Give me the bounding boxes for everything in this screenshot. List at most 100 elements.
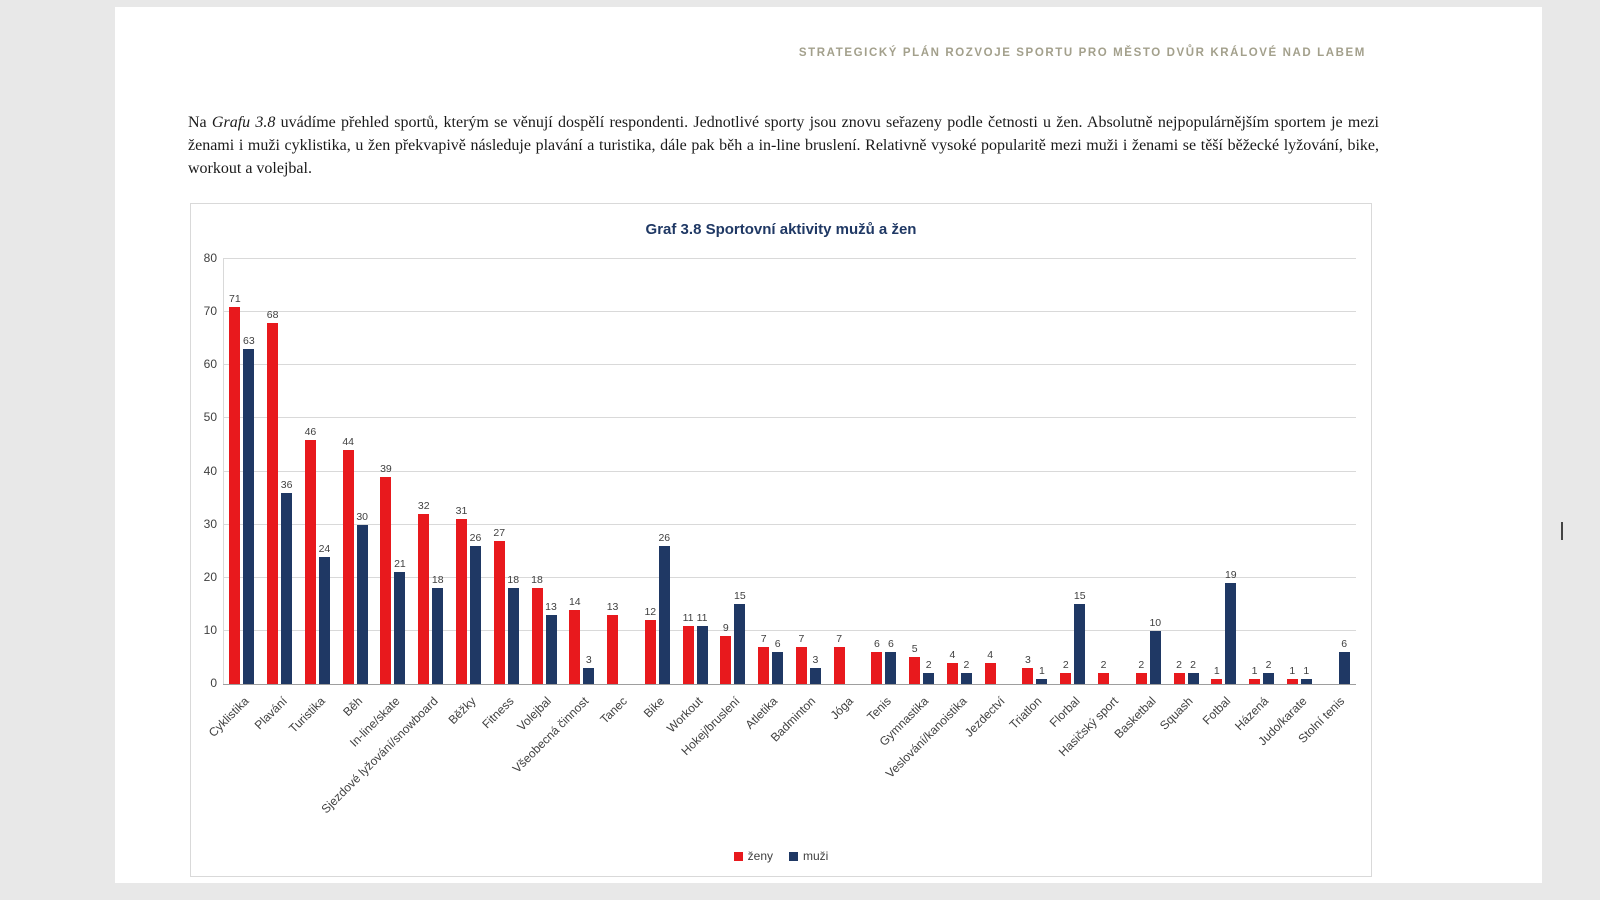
x-category-label: Tenis (864, 694, 894, 724)
x-category-label: Tanec (596, 694, 630, 727)
bar-value-label: 18 (531, 574, 543, 587)
legend-swatch (733, 851, 743, 861)
x-category-label: Běh (340, 694, 366, 720)
y-tick-label: 0 (210, 676, 217, 690)
bar-muži (1225, 583, 1237, 684)
bar-ženy (267, 322, 279, 684)
y-tick-label: 10 (203, 622, 217, 637)
bar-ženy (1173, 673, 1185, 684)
bar-value-label: 7 (798, 632, 805, 645)
bar-value-label: 2 (1138, 659, 1145, 672)
y-tick-label: 30 (203, 516, 217, 531)
bar-ženy (795, 646, 807, 684)
bar-ženy (720, 636, 732, 684)
bar-muži (960, 673, 972, 684)
bar-muži (1187, 673, 1199, 684)
bar-ženy (682, 625, 694, 684)
bar-muži (1300, 678, 1312, 684)
x-category-label: Triatlon (1006, 694, 1045, 732)
bar-ženy (418, 514, 430, 684)
bar-muži (394, 572, 406, 684)
bar-ženy (607, 614, 619, 684)
bar-value-label: 9 (722, 622, 729, 635)
bar-value-label: 11 (682, 611, 694, 624)
bar-ženy (909, 657, 921, 684)
bar-value-label: 7 (836, 632, 843, 645)
bar-ženy (871, 652, 883, 684)
bar-muži (583, 668, 595, 684)
y-tick-label: 60 (203, 357, 217, 372)
bar-ženy (1135, 673, 1147, 684)
bar-value-label: 1 (1251, 664, 1258, 677)
bar-value-label: 13 (545, 600, 557, 613)
bar-value-label: 63 (243, 335, 255, 348)
plot-area: 71 63 68 36 46 24 44 30 39 21 32 18 31 26 27 18 18 13 14 3 1… (223, 258, 1356, 685)
text-cursor-artifact (1561, 522, 1563, 540)
bar-value-label: 2 (1265, 659, 1272, 672)
bar-muži (243, 349, 255, 684)
intro-paragraph: Na Grafu 3.8 uvádíme přehled sportů, kte… (188, 111, 1379, 180)
y-tick-label: 20 (203, 569, 217, 584)
intro-italic-ref: Grafu 3.8 (211, 114, 276, 131)
intro-text-rest: uvádíme přehled sportů, kterým se věnují… (188, 114, 1379, 177)
chart-title: Graf 3.8 Sportovní aktivity mužů a žen (645, 221, 917, 238)
x-category-label: Plavání (251, 694, 290, 733)
bar-muži (281, 492, 293, 684)
x-category-label: Fitness (478, 694, 517, 732)
bar-value-label: 30 (356, 510, 369, 523)
bar-muži (469, 545, 481, 684)
bar-muži (1036, 678, 1048, 684)
bar-muži (885, 652, 897, 684)
bar-value-label: 4 (949, 648, 956, 661)
bar-muži (545, 614, 557, 684)
bar-ženy (946, 662, 958, 684)
x-category-label: Cyklistika (206, 694, 252, 740)
bar-ženy (380, 476, 392, 684)
x-category-label: Bike (640, 694, 668, 721)
bar-value-label: 18 (431, 574, 444, 587)
legend-item-ženy: ženy (733, 849, 773, 863)
gridline (223, 364, 1356, 366)
bar-muži (1338, 652, 1350, 684)
bar-ženy (1249, 678, 1261, 684)
bar-muži (432, 588, 444, 684)
bar-value-label: 39 (380, 462, 392, 475)
bar-value-label: 2 (1100, 659, 1107, 672)
legend: ženy muži (191, 849, 1371, 863)
bar-ženy (1098, 673, 1110, 684)
gridline (223, 576, 1356, 578)
bar-value-label: 44 (342, 436, 355, 449)
bar-muži (772, 652, 784, 684)
bar-value-label: 18 (507, 574, 520, 587)
bar-ženy (304, 439, 316, 684)
x-category-label: Běžky (445, 694, 479, 728)
bar-value-label: 2 (1190, 659, 1196, 672)
bar-value-label: 46 (304, 425, 317, 438)
bar-value-label: 7 (760, 632, 767, 645)
bar-value-label: 2 (1176, 659, 1182, 672)
bar-value-label: 26 (658, 531, 671, 544)
bar-value-label: 2 (1062, 659, 1069, 672)
gridline (223, 417, 1356, 419)
bar-value-label: 19 (1224, 569, 1237, 582)
gridline (223, 470, 1356, 472)
bar-ženy (342, 450, 354, 684)
bar-ženy (1286, 678, 1298, 684)
bar-muži (1074, 604, 1086, 684)
bar-value-label: 6 (1341, 638, 1348, 651)
bar-value-label: 6 (887, 638, 894, 651)
bar-ženy (229, 306, 241, 684)
document-page: STRATEGICKÝ PLÁN ROZVOJE SPORTU PRO MĚST… (115, 7, 1542, 883)
gridline (223, 258, 1356, 259)
bar-muži (734, 604, 746, 684)
bar-value-label: 15 (1073, 590, 1086, 603)
bar-ženy (833, 646, 845, 684)
bar-muži (923, 673, 935, 684)
gridline (223, 523, 1356, 525)
bar-ženy (569, 609, 581, 684)
bar-muži (809, 668, 821, 684)
bar-value-label: 12 (644, 606, 657, 619)
chart: Graf 3.8 Sportovní aktivity mužů a žen 0… (190, 203, 1372, 877)
bar-value-label: 36 (280, 478, 293, 491)
bar-ženy (644, 620, 656, 684)
